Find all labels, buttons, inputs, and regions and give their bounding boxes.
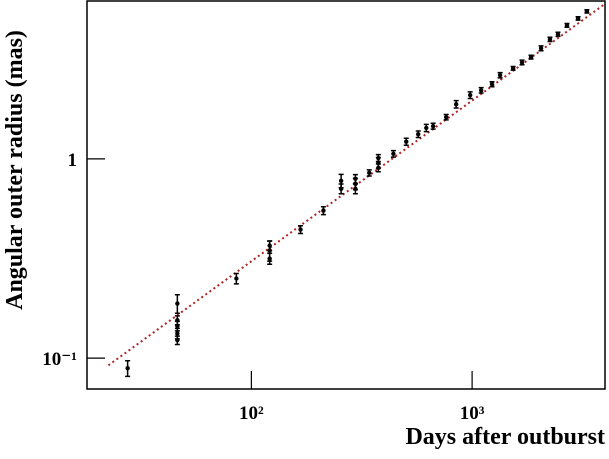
point bbox=[353, 176, 358, 182]
point bbox=[564, 23, 570, 28]
point bbox=[510, 66, 516, 71]
point bbox=[125, 366, 130, 371]
point bbox=[584, 9, 590, 14]
point bbox=[430, 123, 436, 129]
point bbox=[321, 208, 326, 213]
plot-frame bbox=[86, 0, 606, 390]
point bbox=[267, 243, 272, 248]
point bbox=[175, 301, 180, 306]
point bbox=[175, 338, 180, 343]
x-tick-label: 10³ bbox=[460, 403, 485, 424]
point bbox=[547, 37, 553, 42]
x-axis-title: Days after outburst bbox=[405, 424, 605, 450]
point bbox=[376, 155, 381, 161]
y-tick-label: 1 bbox=[68, 150, 78, 171]
point bbox=[353, 186, 358, 191]
x-tick-label: 10² bbox=[239, 403, 264, 424]
point bbox=[478, 88, 484, 93]
point bbox=[538, 46, 544, 51]
point bbox=[443, 114, 449, 120]
y-axis-title: Angular outer radius (mas) bbox=[2, 30, 28, 310]
point bbox=[338, 186, 344, 191]
point bbox=[376, 165, 381, 171]
point bbox=[175, 331, 180, 336]
point bbox=[497, 73, 503, 78]
point bbox=[519, 60, 525, 65]
point bbox=[575, 16, 581, 21]
point bbox=[453, 102, 459, 107]
point bbox=[528, 54, 534, 60]
point bbox=[298, 227, 303, 232]
point bbox=[175, 323, 180, 329]
point bbox=[391, 151, 396, 157]
point bbox=[467, 92, 473, 98]
point bbox=[555, 32, 561, 37]
point bbox=[267, 256, 272, 261]
point bbox=[367, 170, 372, 176]
point bbox=[234, 276, 239, 281]
point bbox=[338, 178, 344, 184]
point bbox=[404, 139, 409, 144]
point bbox=[489, 82, 495, 87]
point bbox=[416, 132, 421, 137]
point bbox=[424, 125, 429, 131]
y-tick-label: 10⁻¹ bbox=[42, 349, 77, 370]
